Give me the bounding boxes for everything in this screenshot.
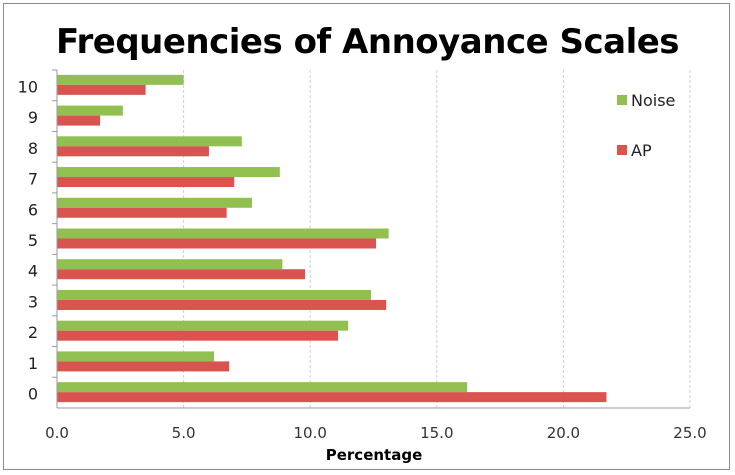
- bar-noise-6: [57, 197, 252, 208]
- x-tick-label: 15.0: [420, 424, 453, 442]
- bar-noise-9: [57, 105, 123, 116]
- bar-ap-6: [57, 207, 227, 218]
- bar-ap-3: [57, 299, 387, 310]
- bar-noise-1: [57, 351, 214, 362]
- bar-ap-9: [57, 115, 101, 126]
- y-tick-label: 0: [28, 385, 38, 404]
- x-tick-label: 25.0: [673, 424, 706, 442]
- bar-ap-7: [57, 177, 235, 188]
- y-tick-label: 5: [28, 231, 38, 250]
- legend: Noise AP: [617, 91, 675, 160]
- y-tick-label: 7: [28, 170, 38, 189]
- y-tick-label: 1: [28, 354, 38, 373]
- y-tick-label: 9: [28, 108, 38, 127]
- x-axis-label: Percentage: [325, 446, 423, 464]
- bar-ap-5: [57, 238, 377, 249]
- legend-swatch-noise: [617, 95, 627, 105]
- y-tick-label: 8: [28, 139, 38, 158]
- x-tick-label: 20.0: [547, 424, 580, 442]
- bar-ap-2: [57, 330, 339, 341]
- bar-noise-8: [57, 136, 242, 147]
- bars: [57, 74, 607, 403]
- bar-noise-0: [57, 382, 468, 393]
- bar-ap-10: [57, 84, 146, 95]
- bar-ap-4: [57, 269, 306, 280]
- chart-title: Frequencies of Annoyance Scales: [55, 22, 680, 62]
- y-tick-label: 2: [28, 323, 38, 342]
- y-tick-label: 6: [28, 200, 38, 219]
- bar-noise-7: [57, 167, 280, 178]
- y-tick-label: 10: [18, 77, 38, 96]
- legend-swatch-ap: [617, 145, 627, 155]
- axes: 0.0 5.0 10.0 15.0 20.0 25.0 0 1 2 3 4 5 6 7 8 9 10: [18, 69, 707, 442]
- x-tick-label: 0.0: [45, 424, 69, 442]
- x-tick-label: 5.0: [172, 424, 196, 442]
- bar-ap-8: [57, 146, 209, 157]
- bar-noise-10: [57, 74, 184, 85]
- legend-label-noise: Noise: [631, 91, 675, 110]
- bar-noise-3: [57, 289, 371, 300]
- legend-label-ap: AP: [631, 141, 652, 160]
- x-tick-label: 10.0: [293, 424, 326, 442]
- bar-noise-5: [57, 228, 389, 239]
- bar-noise-4: [57, 259, 283, 270]
- bar-noise-2: [57, 320, 349, 331]
- y-tick-label: 3: [28, 292, 38, 311]
- y-tick-label: 4: [28, 262, 38, 281]
- bar-ap-0: [57, 392, 607, 403]
- bar-ap-1: [57, 361, 230, 372]
